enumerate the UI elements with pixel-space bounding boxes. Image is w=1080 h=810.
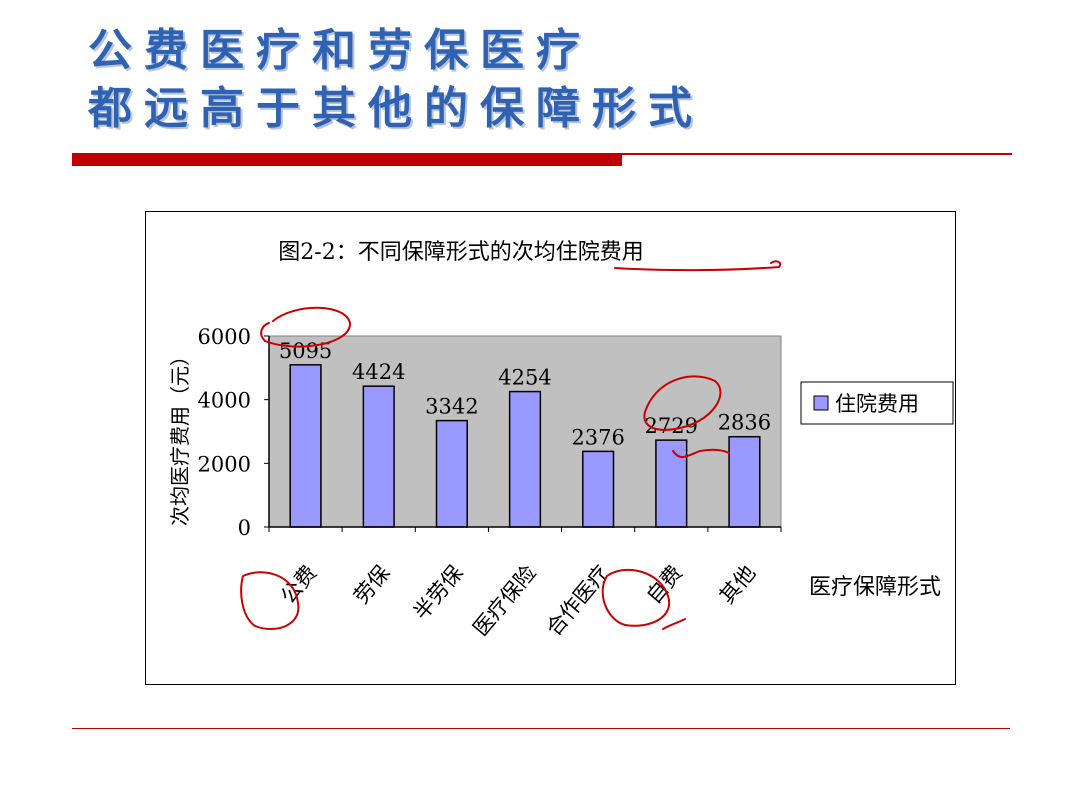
circle-stroke-first-category [240, 571, 300, 630]
bar [508, 390, 542, 528]
bar [435, 419, 468, 528]
category-label: 半劳保 [409, 561, 468, 625]
legend-swatch [813, 395, 829, 411]
category-label: 医疗保险 [468, 561, 540, 641]
footer-rule [72, 728, 1010, 729]
slide-title-line-1: 公费医疗和劳保医疗 [88, 25, 592, 76]
data-label: 3342 [425, 395, 478, 419]
circle-stroke-sixth-value [643, 375, 722, 431]
underline-stroke [614, 260, 782, 272]
data-label: 2836 [718, 411, 771, 435]
legend: 住院费用 [800, 381, 954, 425]
bar-chart: 图2-2：不同保障形式的次均住院费用 5095 4424 3342 4254 2376 2… [168, 240, 954, 641]
y-tick-label: 6000 [198, 325, 251, 349]
bar [289, 364, 322, 528]
y-tick-label: 4000 [198, 389, 251, 413]
data-label: 4424 [352, 360, 405, 384]
bar [362, 385, 395, 528]
y-axis-label: 次均医疗费用（元） [168, 346, 192, 526]
chart-title: 图2-2：不同保障形式的次均住院费用 [278, 240, 643, 265]
title-underline-thick [72, 153, 622, 166]
category-label: 劳保 [349, 561, 394, 609]
data-label: 4254 [498, 366, 551, 390]
legend-label: 住院费用 [835, 392, 919, 416]
data-label: 5095 [279, 339, 332, 363]
tick-stroke-sixth-bar [672, 448, 730, 458]
bar [728, 435, 761, 528]
slide-title-line-2: 都远高于其他的保障形式 [88, 83, 704, 134]
y-tick-label: 2000 [198, 452, 251, 476]
x-axis-label: 医疗保障形式 [809, 575, 941, 600]
tick-stroke-sixth-category [662, 618, 686, 630]
bar [655, 439, 688, 528]
circle-stroke-first-value [260, 306, 352, 348]
category-label: 自费 [642, 561, 687, 609]
pen-annotations [240, 260, 782, 630]
y-tick-label: 0 [238, 516, 251, 540]
title-underline-thin [622, 153, 1012, 155]
circle-stroke-sixth-category [601, 568, 671, 627]
slide-title: 公费医疗和劳保医疗 都远高于其他的保障形式 [88, 22, 704, 138]
category-label: 其他 [715, 561, 760, 609]
bar [582, 450, 615, 528]
data-label: 2376 [571, 425, 624, 449]
